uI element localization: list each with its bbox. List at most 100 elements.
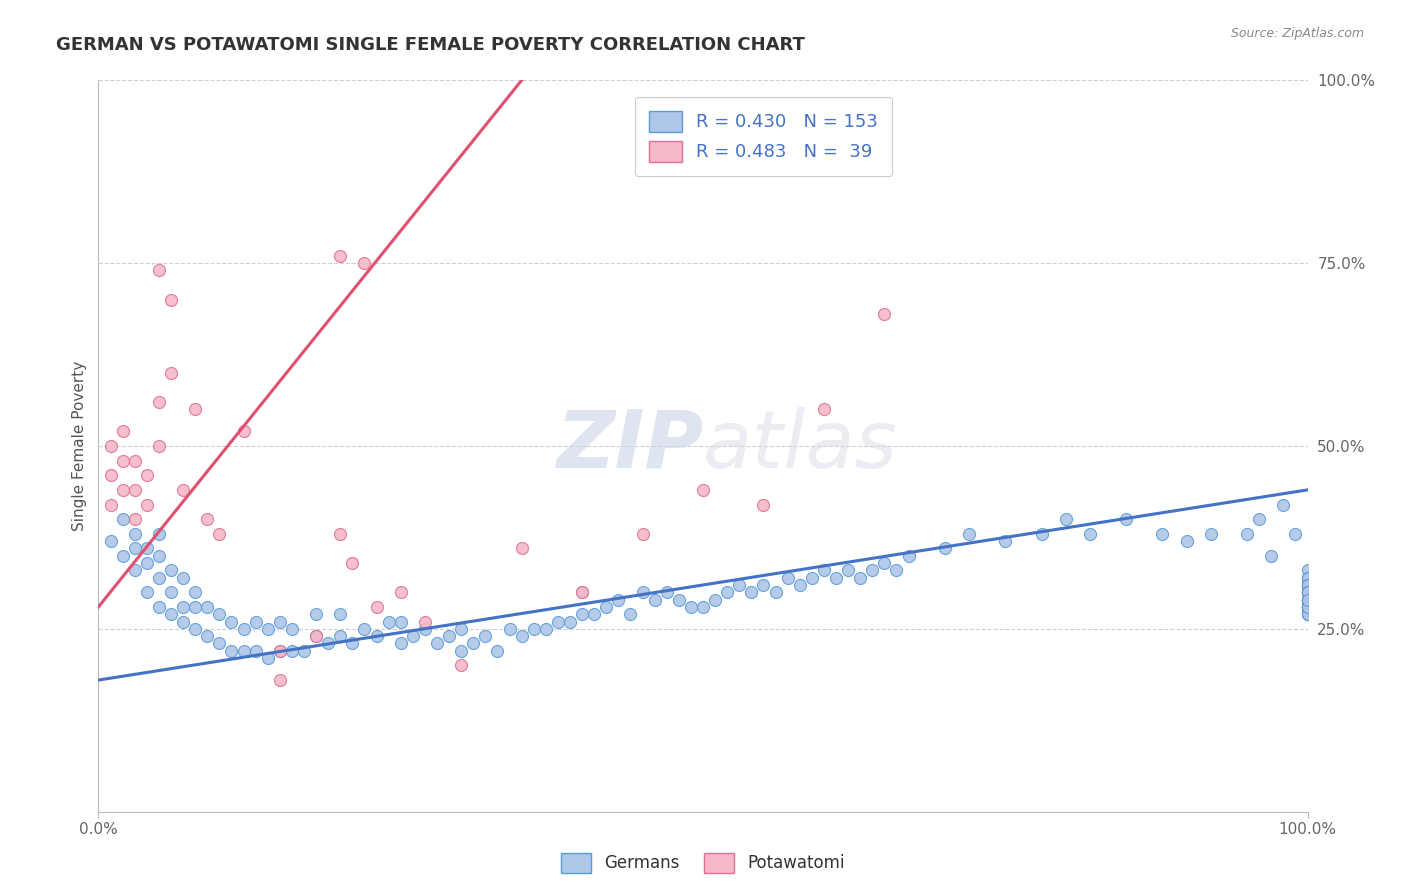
Point [195, 512, 218, 526]
Point [1296, 607, 1319, 622]
Point [1296, 578, 1319, 592]
Point [377, 615, 399, 629]
Point [281, 622, 304, 636]
Point [184, 599, 207, 614]
Text: ZIP: ZIP [555, 407, 703, 485]
Point [329, 526, 352, 541]
Point [534, 622, 557, 636]
Point [389, 585, 412, 599]
Point [305, 629, 328, 643]
Point [571, 607, 593, 622]
Point [1296, 599, 1319, 614]
Point [644, 592, 666, 607]
Point [1296, 578, 1319, 592]
Point [825, 571, 848, 585]
Point [135, 498, 157, 512]
Point [195, 629, 218, 643]
Point [232, 644, 254, 658]
Y-axis label: Single Female Poverty: Single Female Poverty [72, 361, 87, 531]
Point [1296, 592, 1319, 607]
Point [1296, 592, 1319, 607]
Point [1296, 585, 1319, 599]
Point [450, 658, 472, 673]
Point [329, 607, 352, 622]
Text: Source: ZipAtlas.com: Source: ZipAtlas.com [1230, 27, 1364, 40]
Point [813, 563, 835, 577]
Text: GERMAN VS POTAWATOMI SINGLE FEMALE POVERTY CORRELATION CHART: GERMAN VS POTAWATOMI SINGLE FEMALE POVER… [56, 36, 806, 54]
Point [148, 571, 170, 585]
Point [498, 622, 520, 636]
Point [413, 622, 436, 636]
Point [221, 615, 243, 629]
Point [752, 498, 775, 512]
Point [1296, 592, 1319, 607]
Point [148, 263, 170, 277]
Point [292, 644, 315, 658]
Point [100, 534, 122, 549]
Point [184, 402, 207, 417]
Point [124, 512, 146, 526]
Point [692, 483, 714, 497]
Point [873, 556, 896, 570]
Point [269, 644, 291, 658]
Point [789, 578, 811, 592]
Point [256, 651, 278, 665]
Point [486, 644, 509, 658]
Point [195, 599, 218, 614]
Point [172, 571, 194, 585]
Point [389, 636, 412, 650]
Point [1078, 526, 1101, 541]
Point [426, 636, 449, 650]
Point [571, 585, 593, 599]
Point [655, 585, 678, 599]
Point [1296, 585, 1319, 599]
Point [160, 585, 183, 599]
Point [1296, 578, 1319, 592]
Point [1296, 578, 1319, 592]
Point [1296, 599, 1319, 614]
Point [208, 526, 231, 541]
Point [631, 526, 654, 541]
Point [934, 541, 956, 556]
Point [245, 644, 267, 658]
Point [704, 592, 727, 607]
Point [353, 256, 375, 270]
Point [1296, 592, 1319, 607]
Point [305, 629, 328, 643]
Point [1296, 585, 1319, 599]
Point [100, 498, 122, 512]
Point [728, 578, 751, 592]
Point [124, 563, 146, 577]
Text: atlas: atlas [703, 407, 898, 485]
Point [232, 622, 254, 636]
Point [329, 249, 352, 263]
Point [1260, 549, 1282, 563]
Point [1031, 526, 1053, 541]
Point [269, 673, 291, 687]
Point [1296, 599, 1319, 614]
Legend: R = 0.430   N = 153, R = 0.483   N =  39: R = 0.430 N = 153, R = 0.483 N = 39 [634, 96, 893, 177]
Legend: Germans, Potawatomi: Germans, Potawatomi [554, 847, 852, 880]
Point [184, 585, 207, 599]
Point [160, 607, 183, 622]
Point [316, 636, 339, 650]
Point [716, 585, 738, 599]
Point [1296, 571, 1319, 585]
Point [765, 585, 787, 599]
Point [1296, 578, 1319, 592]
Point [366, 629, 388, 643]
Point [100, 468, 122, 483]
Point [1296, 599, 1319, 614]
Point [413, 615, 436, 629]
Point [849, 571, 872, 585]
Point [752, 578, 775, 592]
Point [111, 483, 134, 497]
Point [1296, 563, 1319, 577]
Point [547, 615, 569, 629]
Point [607, 592, 630, 607]
Point [1296, 599, 1319, 614]
Point [510, 541, 533, 556]
Point [994, 534, 1017, 549]
Point [281, 644, 304, 658]
Point [450, 644, 472, 658]
